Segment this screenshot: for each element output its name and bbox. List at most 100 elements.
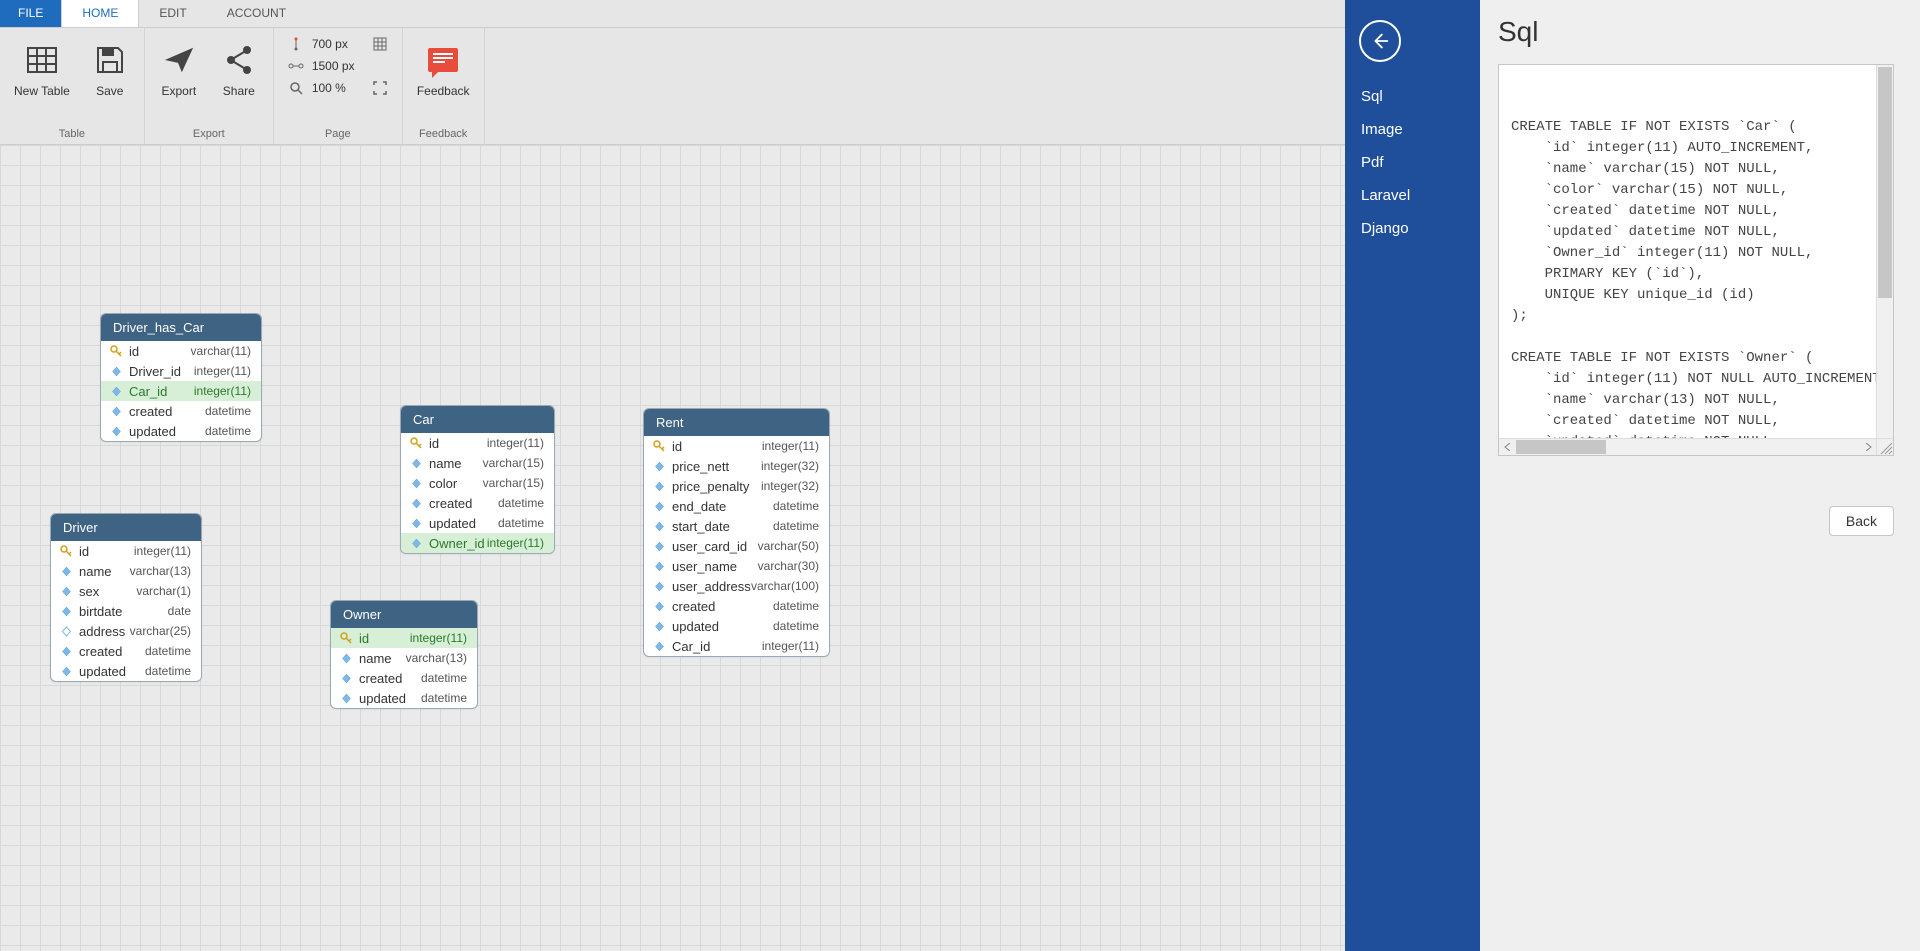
- field-row[interactable]: user_namevarchar(30): [644, 556, 829, 576]
- field-row[interactable]: createddatetime: [331, 668, 477, 688]
- entity-rent[interactable]: Rentidinteger(11)price_nettinteger(32)pr…: [643, 408, 830, 657]
- field-row[interactable]: idinteger(11): [331, 628, 477, 648]
- menu-tab-edit[interactable]: EDIT: [139, 0, 206, 27]
- side-link-sql[interactable]: Sql: [1345, 80, 1480, 113]
- field-type: datetime: [773, 619, 819, 633]
- scrollbar-thumb-h[interactable]: [1516, 440, 1606, 454]
- field-row[interactable]: start_datedatetime: [644, 516, 829, 536]
- field-row[interactable]: colorvarchar(15): [401, 473, 554, 493]
- field-row[interactable]: birtdatedate: [51, 601, 201, 621]
- field-row[interactable]: createddatetime: [51, 641, 201, 661]
- field-row[interactable]: price_nettinteger(32): [644, 456, 829, 476]
- menu-tab-account[interactable]: ACCOUNT: [207, 0, 306, 27]
- resize-grip[interactable]: [1876, 438, 1893, 455]
- connections-layer: [0, 145, 300, 295]
- diamond-icon: [109, 424, 123, 438]
- back-button[interactable]: Back: [1829, 506, 1894, 536]
- field-row[interactable]: updateddatetime: [51, 661, 201, 681]
- share-button[interactable]: Share: [211, 34, 267, 104]
- entity-header[interactable]: Owner: [331, 601, 477, 628]
- field-name: user_address: [672, 579, 751, 594]
- share-icon: [223, 44, 255, 76]
- ruler-v-icon: [288, 36, 304, 52]
- entity-car[interactable]: Caridinteger(11)namevarchar(15)colorvarc…: [400, 405, 555, 554]
- field-name: updated: [429, 516, 498, 531]
- field-type: varchar(25): [130, 624, 191, 638]
- field-name: updated: [129, 424, 205, 439]
- scrollbar-horizontal[interactable]: [1499, 438, 1876, 455]
- field-row[interactable]: sexvarchar(1): [51, 581, 201, 601]
- field-row[interactable]: addressvarchar(25): [51, 621, 201, 641]
- field-name: id: [129, 344, 191, 359]
- entity-driver[interactable]: Driveridinteger(11)namevarchar(13)sexvar…: [50, 513, 202, 682]
- diamond-icon: [59, 604, 73, 618]
- field-row[interactable]: Owner_idinteger(11): [401, 533, 554, 553]
- field-row[interactable]: updateddatetime: [644, 616, 829, 636]
- back-circle-button[interactable]: [1359, 20, 1401, 62]
- field-type: integer(11): [134, 544, 191, 558]
- field-name: id: [359, 631, 410, 646]
- ribbon-group-table: New TableSave Table: [0, 28, 145, 144]
- diamond-icon: [409, 516, 423, 530]
- field-row[interactable]: namevarchar(15): [401, 453, 554, 473]
- export-button[interactable]: Export: [151, 34, 207, 104]
- field-row[interactable]: idvarchar(11): [101, 341, 261, 361]
- field-row[interactable]: createddatetime: [644, 596, 829, 616]
- grid-icon[interactable]: [372, 36, 388, 52]
- entity-driver_has_car[interactable]: Driver_has_Caridvarchar(11)Driver_idinte…: [100, 313, 262, 442]
- diamond-icon: [652, 479, 666, 493]
- field-type: datetime: [421, 671, 467, 685]
- entity-header[interactable]: Rent: [644, 409, 829, 436]
- field-name: created: [129, 404, 205, 419]
- field-row[interactable]: end_datedatetime: [644, 496, 829, 516]
- save-button[interactable]: Save: [82, 34, 138, 104]
- sql-code-block[interactable]: CREATE TABLE IF NOT EXISTS `Car` ( `id` …: [1498, 64, 1894, 456]
- scrollbar-thumb-v[interactable]: [1878, 67, 1892, 298]
- ribbon-group-label: Export: [151, 126, 267, 144]
- entity-header[interactable]: Driver: [51, 514, 201, 541]
- feedback-button[interactable]: Feedback: [409, 34, 478, 104]
- ribbon-group-label: Table: [6, 126, 138, 144]
- field-name: id: [79, 544, 134, 559]
- field-row[interactable]: Car_idinteger(11): [644, 636, 829, 656]
- field-type: datetime: [773, 519, 819, 533]
- field-name: id: [429, 436, 487, 451]
- ribbon-group-label: Page: [280, 126, 396, 144]
- field-row[interactable]: createddatetime: [101, 401, 261, 421]
- field-row[interactable]: price_penaltyinteger(32): [644, 476, 829, 496]
- field-row[interactable]: idinteger(11): [401, 433, 554, 453]
- field-row[interactable]: namevarchar(13): [51, 561, 201, 581]
- ribbon-button-label: Share: [223, 84, 255, 98]
- entity-header[interactable]: Car: [401, 406, 554, 433]
- fullscreen-icon[interactable]: [372, 80, 388, 96]
- diagram-canvas[interactable]: Driver_has_Caridvarchar(11)Driver_idinte…: [0, 145, 1345, 951]
- entity-owner[interactable]: Owneridinteger(11)namevarchar(13)created…: [330, 600, 478, 709]
- side-link-django[interactable]: Django: [1345, 212, 1480, 245]
- field-name: created: [672, 599, 773, 614]
- side-link-image[interactable]: Image: [1345, 113, 1480, 146]
- scroll-left-button[interactable]: [1499, 439, 1516, 455]
- field-row[interactable]: user_card_idvarchar(50): [644, 536, 829, 556]
- field-row[interactable]: Car_idinteger(11): [101, 381, 261, 401]
- menu-tab-file[interactable]: FILE: [0, 0, 61, 27]
- field-name: updated: [672, 619, 773, 634]
- scroll-right-button[interactable]: [1859, 439, 1876, 455]
- side-link-pdf[interactable]: Pdf: [1345, 146, 1480, 179]
- field-row[interactable]: updateddatetime: [331, 688, 477, 708]
- field-row[interactable]: updateddatetime: [101, 421, 261, 441]
- menu-tab-home[interactable]: HOME: [61, 0, 139, 27]
- field-type: integer(32): [761, 459, 819, 473]
- field-row[interactable]: idinteger(11): [644, 436, 829, 456]
- new-table-button[interactable]: New Table: [6, 34, 78, 104]
- field-row[interactable]: namevarchar(13): [331, 648, 477, 668]
- side-link-laravel[interactable]: Laravel: [1345, 179, 1480, 212]
- entity-header[interactable]: Driver_has_Car: [101, 314, 261, 341]
- diamond-icon: [409, 456, 423, 470]
- field-type: varchar(1): [136, 584, 191, 598]
- field-row[interactable]: Driver_idinteger(11): [101, 361, 261, 381]
- field-row[interactable]: updateddatetime: [401, 513, 554, 533]
- field-row[interactable]: user_addressvarchar(100): [644, 576, 829, 596]
- field-row[interactable]: idinteger(11): [51, 541, 201, 561]
- scrollbar-vertical[interactable]: [1876, 65, 1893, 438]
- field-row[interactable]: createddatetime: [401, 493, 554, 513]
